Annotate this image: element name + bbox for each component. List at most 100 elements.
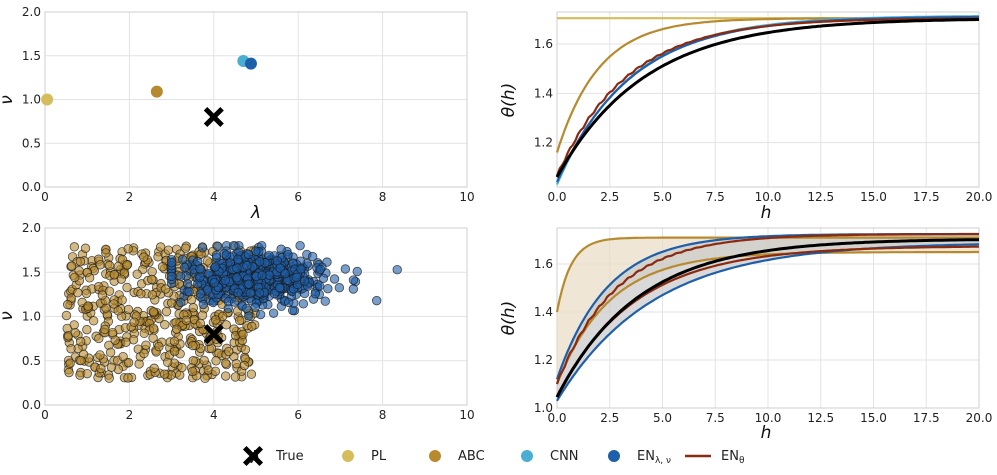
scatter-point-ABC [113, 306, 123, 316]
series-line-EN-theta [555, 17, 979, 177]
scatter-point-ABC [202, 256, 213, 266]
scatter-point-ABC [161, 306, 172, 317]
x-tick-label: 7.5 [706, 411, 725, 425]
scatter-point-EN_lambda_nu [280, 268, 290, 279]
plot-frame [44, 227, 468, 406]
scatter-panel-top-left: 0 2 4 6 8 10 0.0 0.5 1.0 1.5 2.0 λ ν [0, 5, 475, 223]
scatter-cloud-EN_lambda_nu [166, 240, 402, 321]
x-tick-label: 5.0 [653, 190, 672, 204]
scatter-point-ABC [177, 362, 187, 373]
scatter-point-ABC [148, 333, 158, 343]
x-tick-label: 4 [210, 190, 218, 204]
scatter-point-ABC [136, 289, 146, 299]
scatter-point-ABC [80, 243, 91, 253]
x-tick-label: 0 [41, 190, 49, 204]
scatter-point-EN_lambda_nu [320, 296, 330, 306]
band-abc_band [557, 237, 979, 384]
scatter-point-ABC [187, 366, 198, 377]
point-PL [41, 93, 54, 106]
legend-label: True [275, 449, 304, 464]
scatter-point-EN_lambda_nu [274, 282, 285, 293]
point-EN_lambda_nu [244, 57, 257, 70]
legend-label: ENλ, ν [637, 449, 671, 466]
scatter-point-ABC [181, 315, 191, 326]
scatter-point-ABC [146, 274, 157, 285]
x-tick-label: 12.5 [807, 411, 834, 425]
y-tick-label: 1.6 [534, 257, 553, 271]
legend-item-EN_lambda_nu: ENλ, ν [608, 449, 671, 466]
scatter-point-EN_lambda_nu [177, 254, 188, 265]
series-line-EN-theta-upper [555, 233, 979, 385]
scatter-point-ABC [220, 358, 231, 368]
scatter-point-ABC [94, 333, 104, 344]
y-tick-label: 1.0 [534, 401, 553, 415]
point-ABC [150, 85, 163, 98]
series-line-True [555, 18, 979, 178]
scatter-point-EN_lambda_nu [195, 289, 206, 299]
x-tick-label: 2 [126, 408, 134, 422]
scatter-point-EN_lambda_nu [371, 295, 382, 306]
scatter-point-EN_lambda_nu [264, 250, 274, 261]
y-tick-label: 1.2 [534, 353, 553, 367]
line-panel-top-right: 0.0 2.5 5.0 7.5 10.0 12.5 15.0 17.5 20.0 1.2 1.4 1.… [499, 11, 992, 223]
x-tick-label: 8 [379, 190, 387, 204]
scatter-point-ABC [147, 290, 158, 300]
legend-label: PL [371, 449, 387, 464]
series-line-EN-lambda-nu-lower [556, 243, 980, 402]
scatter-point-ABC [82, 368, 92, 379]
legend-label: CNN [550, 449, 579, 464]
scatter-point-ABC [76, 355, 86, 366]
y-axis-label: ν [0, 95, 17, 105]
x-tick-label: 7.5 [706, 190, 725, 204]
scatter-point-ABC [141, 340, 151, 350]
scatter-point-ABC [123, 358, 134, 368]
legend-item-true: True [242, 445, 304, 467]
scatter-point-EN_lambda_nu [269, 288, 280, 299]
scatter-point-ABC [221, 320, 231, 330]
scatter-point-ABC [149, 363, 159, 373]
scatter-point-EN_lambda_nu [210, 262, 221, 272]
scatter-point-EN_lambda_nu [348, 275, 359, 285]
y-axis-label: θ(h) [499, 301, 519, 335]
scatter-point-EN_lambda_nu [340, 264, 351, 274]
scatter-point-ABC [139, 252, 149, 262]
x-tick-label: 10 [459, 190, 474, 204]
scatter-point-EN_lambda_nu [233, 254, 243, 265]
scatter-point-ABC [195, 318, 206, 329]
scatter-point-ABC [81, 288, 92, 299]
scatter-point-EN_lambda_nu [243, 249, 254, 260]
scatter-point-EN_lambda_nu [295, 240, 305, 251]
scatter-point-ABC [166, 298, 177, 308]
scatter-point-ABC [199, 355, 209, 366]
scatter-point-ABC [83, 301, 93, 311]
scatter-point-ABC [97, 290, 108, 300]
scatter-point-EN_lambda_nu [220, 275, 231, 285]
scatter-point-EN_lambda_nu [209, 278, 220, 288]
scatter-point-ABC [155, 242, 166, 252]
scatter-point-ABC [169, 336, 180, 347]
x-axis-label: λ [250, 203, 261, 223]
scatter-point-EN_lambda_nu [283, 249, 293, 260]
scatter-point-ABC [67, 261, 77, 271]
scatter-point-EN_lambda_nu [318, 273, 329, 283]
legend-item-ABC: ABC [429, 449, 485, 464]
x-tick-label: 0 [41, 408, 49, 422]
scatter-point-ABC [123, 244, 133, 254]
scatter-point-ABC [121, 337, 131, 347]
scatter-point-ABC [82, 324, 92, 335]
y-tick-label: 0.5 [22, 354, 41, 368]
scatter-point-EN_lambda_nu [323, 283, 333, 294]
x-tick-label: 17.5 [913, 411, 940, 425]
scatter-point-ABC [139, 328, 149, 339]
scatter-point-EN_lambda_nu [329, 274, 340, 284]
scatter-point-ABC [160, 320, 170, 330]
band-en_band [557, 234, 979, 401]
scatter-point-ABC [147, 266, 157, 277]
scatter-point-EN_lambda_nu [211, 250, 222, 260]
scatter-point-EN_lambda_nu [255, 309, 266, 320]
scatter-point-EN_lambda_nu [213, 241, 223, 252]
scatter-point-ABC [160, 284, 171, 294]
scatter-point-EN_lambda_nu [310, 289, 320, 299]
legend-marker-CNN [521, 450, 533, 462]
scatter-point-ABC [118, 351, 128, 362]
